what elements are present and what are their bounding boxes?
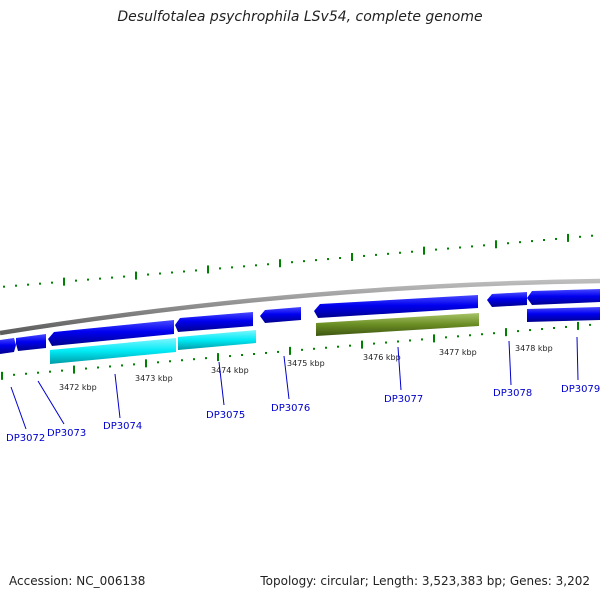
- gene-labels: DP3072 DP3073 DP3074 DP3075 DP3076 DP307…: [6, 384, 600, 444]
- leader-line-dp3073: [37, 380, 65, 425]
- gc-content-ticks: [3, 233, 593, 288]
- gene-label-dp3076[interactable]: DP3076: [271, 403, 310, 414]
- leader-line-dp3078: [508, 340, 512, 386]
- gene-label-dp3072[interactable]: DP3072: [6, 433, 45, 444]
- gene-arrow-dp3078[interactable]: [487, 292, 527, 307]
- kbp-label-3478: 3478 kbp: [515, 344, 553, 353]
- kbp-scale-labels: 3472 kbp 3473 kbp 3474 kbp 3475 kbp 3476…: [59, 344, 553, 392]
- gene-label-dp3074[interactable]: DP3074: [103, 421, 142, 432]
- forward-strand-genes: [0, 289, 600, 354]
- kbp-label-3476: 3476 kbp: [363, 353, 401, 362]
- kbp-label-3473: 3473 kbp: [135, 374, 173, 383]
- cds-feature-dp3074[interactable]: [50, 338, 176, 364]
- leader-line-dp3079: [576, 336, 579, 381]
- gene-label-dp3077[interactable]: DP3077: [384, 394, 423, 405]
- leader-line-dp3075: [218, 361, 225, 406]
- kbp-label-3472: 3472 kbp: [59, 383, 97, 392]
- kbp-label-3474: 3474 kbp: [211, 366, 249, 375]
- gene-arrow-dp3077[interactable]: [314, 295, 478, 318]
- gene-arrow-dp3073[interactable]: [16, 334, 46, 351]
- gene-label-dp3075[interactable]: DP3075: [206, 410, 245, 421]
- gene-label-leaders: [10, 336, 579, 430]
- kbp-label-3475: 3475 kbp: [287, 359, 325, 368]
- gene-label-dp3078[interactable]: DP3078: [493, 388, 532, 399]
- gene-label-dp3079[interactable]: DP3079: [561, 384, 600, 395]
- genome-summary-text: Topology: circular; Length: 3,523,383 bp…: [260, 574, 590, 588]
- genome-backbone: [0, 278, 600, 336]
- cds-feature-dp3079[interactable]: [527, 307, 600, 322]
- cds-feature-dp3075[interactable]: [178, 330, 256, 350]
- leader-line-dp3077: [397, 346, 402, 391]
- gene-arrow-dp3072[interactable]: [0, 338, 16, 354]
- leader-line-dp3076: [283, 355, 290, 400]
- gene-arrow-dp3074[interactable]: [48, 320, 174, 346]
- genome-title: Desulfotalea psychrophila LSv54, complet…: [117, 9, 483, 25]
- gene-arrow-dp3076[interactable]: [260, 307, 301, 323]
- scale-ticks: [1, 321, 591, 380]
- leader-line-dp3074: [114, 373, 121, 419]
- gene-arrow-dp3075[interactable]: [175, 312, 253, 332]
- gene-label-dp3073[interactable]: DP3073: [47, 428, 86, 439]
- kbp-label-3477: 3477 kbp: [439, 348, 477, 357]
- accession-text: Accession: NC_006138: [9, 574, 146, 588]
- gene-arrow-dp3079[interactable]: [527, 289, 600, 305]
- feature-row: [50, 307, 600, 364]
- leader-line-dp3072: [10, 386, 27, 430]
- rna-feature-dp3077[interactable]: [316, 313, 479, 336]
